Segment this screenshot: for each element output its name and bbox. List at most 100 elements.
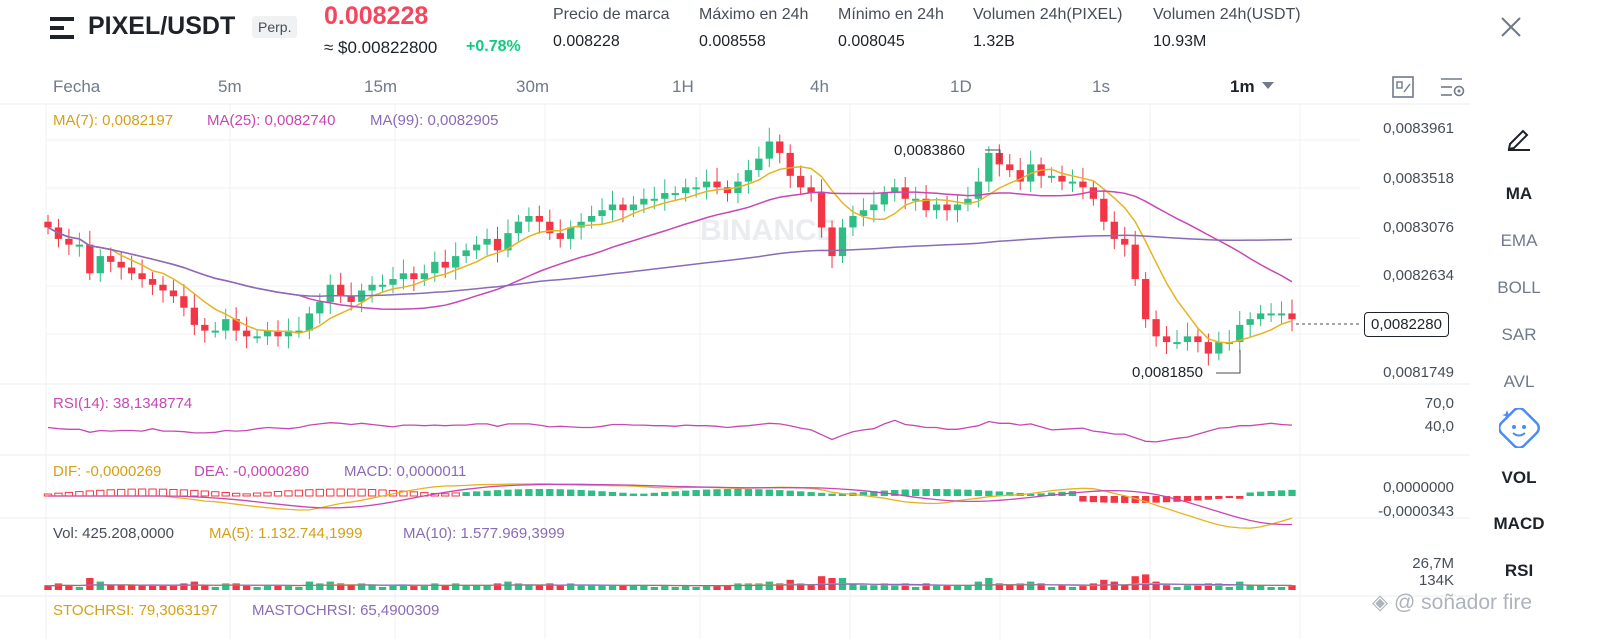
volume-bar [797, 583, 805, 590]
volume-bar [431, 583, 439, 590]
volume-bar [378, 587, 387, 590]
ma99-legend: MA(99): 0,0082905 [370, 112, 499, 129]
high-price-marker: 0,0083860 [894, 142, 965, 159]
macd-bar [671, 491, 679, 496]
chevron-down-icon[interactable] [1262, 82, 1274, 90]
sidebar-item-macd[interactable]: MACD [1493, 514, 1545, 533]
tab-fecha[interactable]: Fecha [53, 77, 101, 96]
candle-body [96, 256, 104, 274]
volume-bar [190, 581, 199, 590]
volume-bar [54, 583, 63, 590]
candle-body [598, 210, 606, 216]
sidebar-item-sar[interactable]: SAR [1501, 325, 1537, 344]
tab-1s[interactable]: 1s [1092, 77, 1110, 96]
sidebar-item-rsi[interactable]: RSI [1504, 561, 1534, 580]
macd-bar [640, 493, 648, 496]
sidebar-item-avl[interactable]: AVL [1503, 372, 1535, 391]
volume-bar [337, 583, 345, 590]
candle-body [211, 330, 219, 333]
candle-body [452, 256, 460, 268]
volume-bar [316, 583, 324, 590]
volume-bar [650, 587, 658, 590]
volume-bar [1110, 581, 1118, 590]
stat-label-low: Mínimo en 24h [838, 6, 944, 23]
candle-body [378, 284, 387, 287]
volume-bar [399, 585, 408, 590]
volume-bar [1089, 583, 1098, 590]
watermark: ◈ @ soñador fire [1372, 590, 1532, 615]
macd-bar [891, 489, 899, 496]
tab-15m[interactable]: 15m [364, 77, 398, 96]
candle-body [650, 198, 658, 201]
macd-bar [367, 489, 377, 497]
sidebar-item-boll[interactable]: BOLL [1497, 278, 1541, 297]
volume-bar [713, 585, 721, 590]
draw-pencil-icon[interactable] [1506, 125, 1532, 151]
volume-bar [1183, 585, 1192, 590]
sidebar-item-ma[interactable]: MA [1505, 184, 1533, 203]
tab-4h[interactable]: 4h [810, 77, 829, 96]
volume-bar [1236, 581, 1244, 590]
stochrsi-legend: STOCHRSI: 79,3063197 [53, 602, 218, 619]
volume-bar [525, 585, 533, 590]
candle-body [1016, 170, 1024, 182]
current-price-tag: 0,0082280 [1364, 312, 1449, 337]
pair-title[interactable]: PIXEL/USDT [88, 12, 236, 40]
indicator-settings-icon[interactable] [1440, 76, 1466, 98]
tab-5m[interactable]: 5m [218, 77, 242, 96]
stat-value-mark: 0.008228 [553, 33, 620, 50]
tab-1h[interactable]: 1H [672, 77, 694, 96]
candle-body [1215, 342, 1223, 354]
candle-body [493, 238, 502, 251]
volume-bar [1173, 587, 1181, 590]
macd-bar [357, 488, 366, 497]
macd-bar [179, 489, 189, 497]
tab-1m[interactable]: 1m [1230, 77, 1255, 96]
macd-bar [932, 489, 941, 496]
volume-bar [1121, 585, 1129, 590]
candle-body [326, 284, 334, 302]
stat-value-high: 0.008558 [699, 33, 766, 50]
candle-body [797, 175, 805, 188]
candle-body [546, 221, 554, 234]
macd-bar [807, 492, 815, 496]
macd-bar [1183, 496, 1192, 502]
volume-bar [817, 576, 826, 590]
macd-bar [504, 489, 512, 496]
binance-watermark: BINANCE [700, 214, 837, 247]
volume-bar [410, 585, 418, 590]
candle-body [232, 319, 240, 331]
volume-bar [964, 585, 972, 590]
volume-bar [201, 585, 209, 590]
macd-bar [252, 492, 262, 497]
volume-bar [65, 585, 73, 590]
ticker-header: PIXEL/USDT Perp. 0.008228 ≈ $0.00822800 … [0, 0, 1600, 70]
chart-style-icon[interactable] [1392, 76, 1414, 98]
macd-bar [347, 488, 356, 497]
candle-body [692, 187, 700, 190]
close-icon[interactable] [1500, 16, 1522, 38]
sidebar-item-ema[interactable]: EMA [1500, 231, 1538, 250]
candle-body [1162, 336, 1171, 343]
macd-bar [786, 490, 794, 496]
volume-bar [671, 587, 679, 590]
candle-body [525, 215, 533, 222]
macd-bar [556, 489, 564, 496]
candle-body [1277, 313, 1286, 316]
macd-bar [1079, 496, 1087, 502]
tab-1d[interactable]: 1D [950, 77, 972, 96]
candle-body [943, 204, 951, 211]
candle-body [431, 261, 439, 274]
volume-bar [922, 583, 930, 590]
candle-body [577, 221, 585, 228]
menu-icon[interactable] [50, 17, 76, 41]
candle-body [1152, 319, 1160, 337]
candle-body [1141, 279, 1150, 320]
macd-dea-legend: DEA: -0,0000280 [194, 463, 310, 480]
sidebar-item-vol[interactable]: VOL [1501, 468, 1537, 487]
tab-30m[interactable]: 30m [516, 77, 550, 96]
volume-bar [242, 585, 251, 590]
stat-label-mark: Precio de marca [553, 6, 670, 23]
ai-assistant-icon[interactable] [1499, 408, 1541, 448]
